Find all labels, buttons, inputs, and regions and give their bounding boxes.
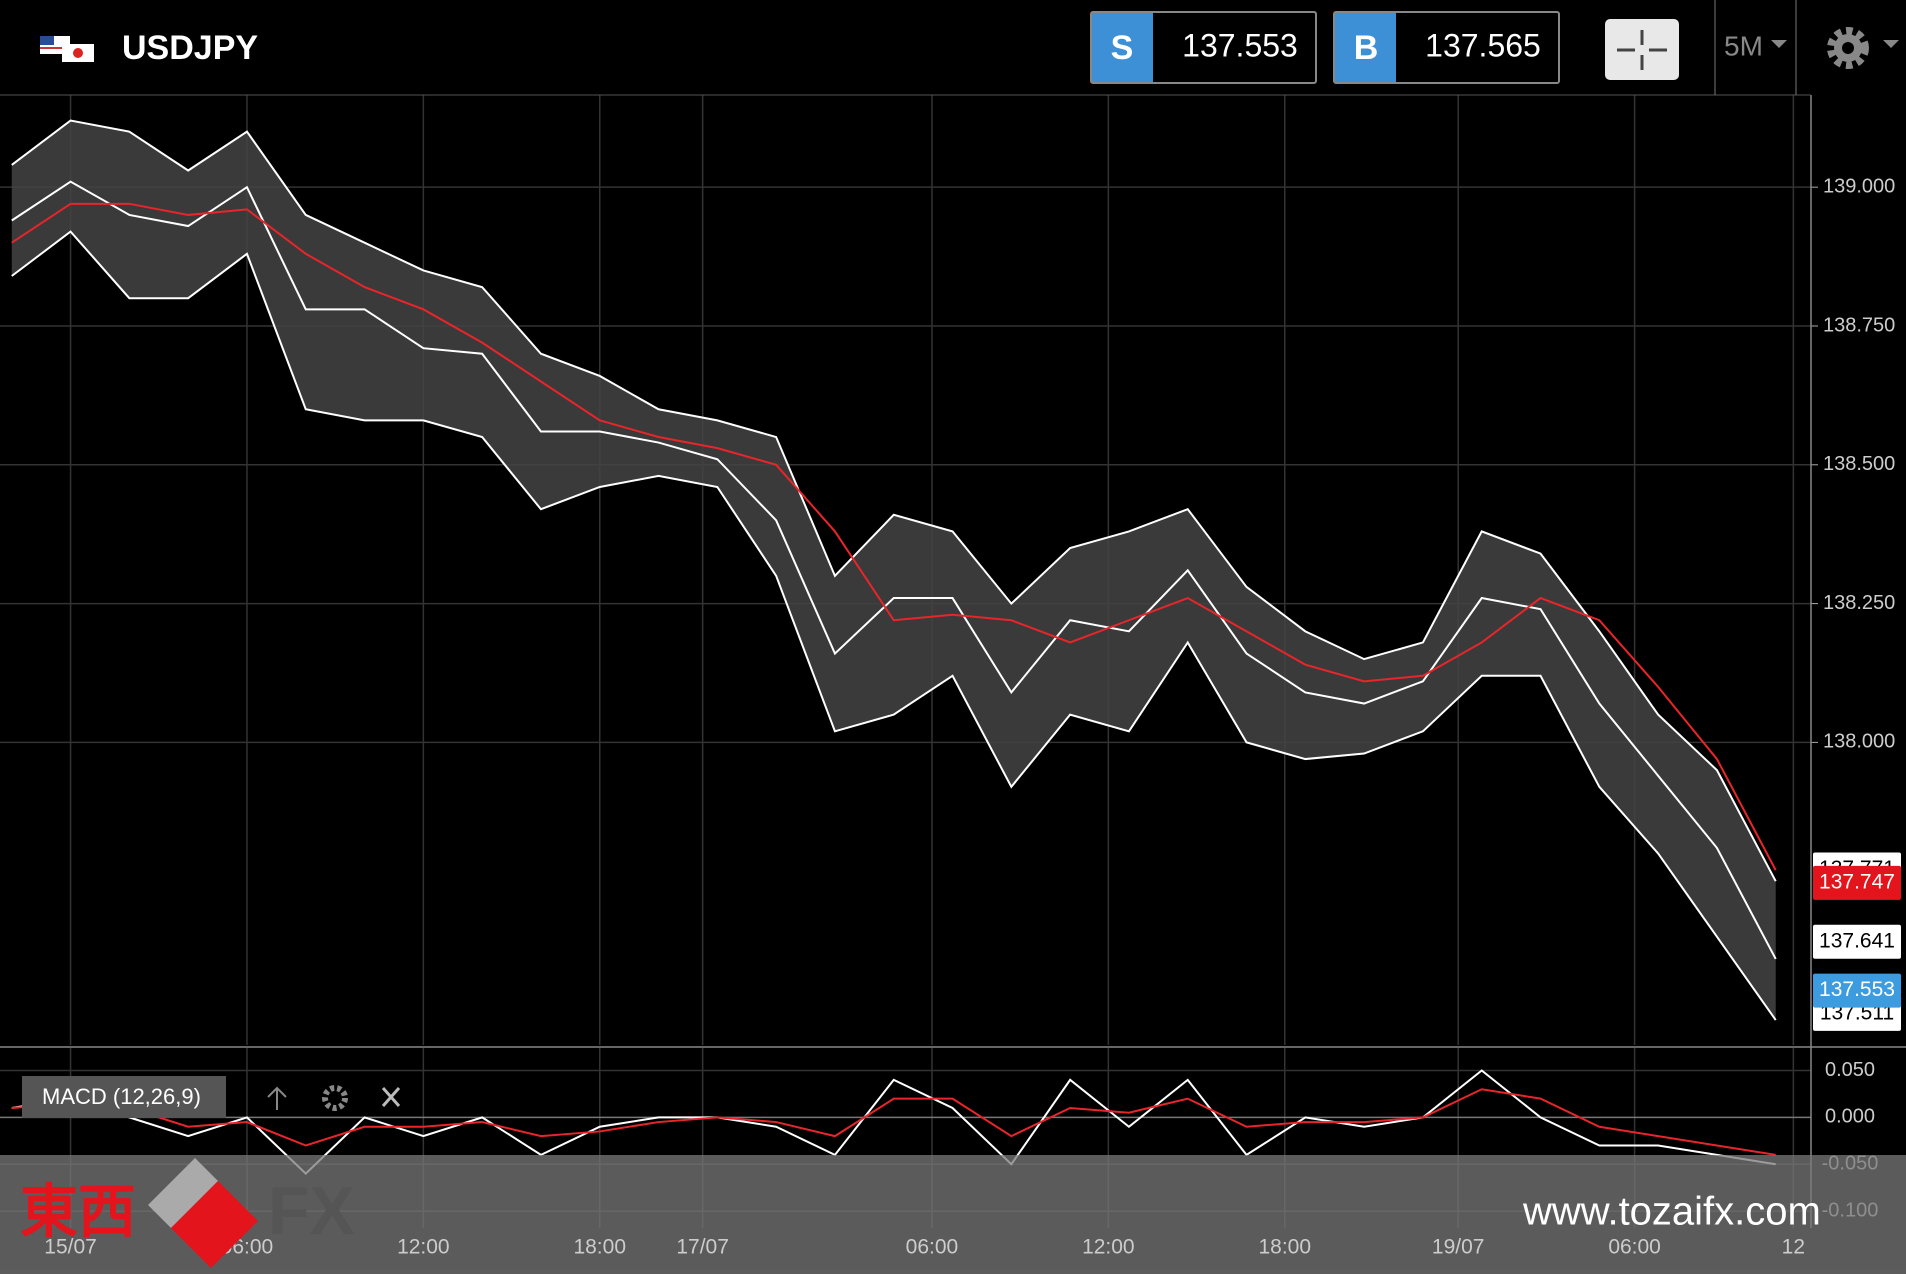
close-icon[interactable] bbox=[381, 1087, 401, 1107]
band-fill bbox=[11, 120, 1776, 1021]
buy-label: B bbox=[1354, 29, 1379, 67]
sell-button[interactable]: S 137.553 bbox=[1090, 11, 1317, 84]
sell-label: S bbox=[1111, 29, 1134, 67]
symbol: USDJPY bbox=[122, 29, 258, 67]
price-tag bbox=[1813, 865, 1901, 900]
series-line bbox=[11, 230, 1777, 1021]
x-tick-label: 17/07 bbox=[676, 1236, 729, 1259]
x-tick-label: 19/07 bbox=[1432, 1236, 1485, 1259]
sell-price: 137.553 bbox=[1182, 27, 1298, 63]
buy-price: 137.565 bbox=[1425, 27, 1541, 63]
buy-button[interactable]: B 137.565 bbox=[1333, 11, 1560, 84]
x-tick-label: 12:00 bbox=[397, 1236, 450, 1259]
flag-icon bbox=[40, 36, 94, 62]
price-axis: 138.000 138.250 138.500 138.750 139.000 0.050… bbox=[1810, 95, 1901, 1228]
x-tick-label: 12:00 bbox=[1082, 1236, 1135, 1259]
timeframe-button[interactable]: 5M bbox=[1724, 30, 1787, 61]
x-tick-label: 06:00 bbox=[1608, 1236, 1661, 1259]
time-axis: 15/07 06:00 12:00 18:00 17/07 06:00 12:00 18:00… bbox=[44, 1236, 1805, 1259]
price-tag-label: 137.747 bbox=[1819, 870, 1895, 893]
move-icon[interactable] bbox=[267, 1086, 287, 1110]
price-tag bbox=[1813, 924, 1901, 959]
website: www.tozaifx.com bbox=[1522, 1190, 1821, 1234]
settings-button[interactable] bbox=[1827, 27, 1899, 69]
series-line bbox=[11, 119, 1777, 882]
y-tick-label: 138.750 bbox=[1823, 314, 1895, 336]
y-tick-label: 138.500 bbox=[1823, 453, 1895, 475]
series-line bbox=[11, 202, 1777, 871]
macd-tick-label: 0.050 bbox=[1825, 1059, 1875, 1081]
price-tag-label: 137.553 bbox=[1819, 978, 1895, 1001]
series-line bbox=[11, 180, 1777, 960]
brand-latin: FX bbox=[268, 1173, 355, 1249]
macd-legend: MACD (12,26,9) bbox=[22, 1076, 401, 1118]
header-bar bbox=[0, 0, 1906, 95]
x-tick-label: 06:00 bbox=[906, 1236, 959, 1259]
y-tick-label: 138.000 bbox=[1823, 731, 1895, 753]
y-tick-label: 138.250 bbox=[1823, 592, 1895, 614]
brand-logo bbox=[148, 1158, 258, 1268]
price-tag-label: 137.641 bbox=[1819, 929, 1895, 952]
macd-title: MACD (12,26,9) bbox=[42, 1084, 201, 1109]
crosshair-button[interactable] bbox=[1605, 19, 1679, 80]
x-tick-label: 18:00 bbox=[573, 1236, 626, 1259]
x-tick-label: 18:00 bbox=[1258, 1236, 1311, 1259]
watermark-band bbox=[0, 1155, 1906, 1274]
timeframe: 5M bbox=[1724, 30, 1763, 61]
macd-tick-label: 0.000 bbox=[1825, 1106, 1875, 1128]
x-tick-label: 12 bbox=[1782, 1236, 1805, 1259]
y-tick-label: 139.000 bbox=[1823, 175, 1895, 197]
macd-line bbox=[11, 1088, 1776, 1156]
settings-icon[interactable] bbox=[322, 1085, 348, 1111]
x-tick-label: 15/07 bbox=[44, 1236, 97, 1259]
price-plot bbox=[0, 95, 1906, 1048]
price-tag bbox=[1813, 973, 1901, 1008]
brand-cjk: 東西 bbox=[20, 1179, 136, 1244]
